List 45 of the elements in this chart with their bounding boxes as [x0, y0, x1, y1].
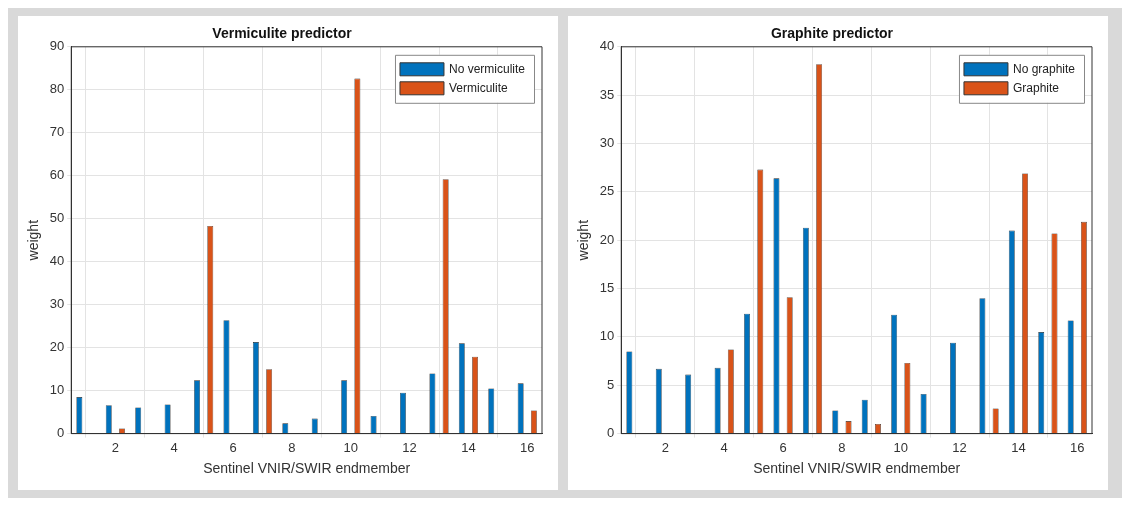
y-tick-label: 50 [49, 210, 65, 226]
y-tick-label: 35 [599, 86, 615, 102]
y-axis-title: weight [575, 219, 592, 262]
chart-title: Graphite predictor [770, 25, 894, 42]
x-axis-title: Sentinel VNIR/SWIR endmember [203, 460, 411, 477]
x-tick-label: 10 [343, 439, 358, 455]
y-tick-label: 80 [49, 81, 65, 97]
legend-label: No graphite [1012, 61, 1076, 76]
y-tick-label: 0 [607, 425, 615, 441]
y-tick-label: 30 [49, 296, 65, 312]
chart-title: Vermiculite predictor [212, 25, 353, 42]
x-tick-label: 12 [952, 439, 967, 455]
y-tick-label: 15 [599, 280, 615, 296]
y-tick-label: 10 [49, 382, 65, 398]
x-tick-label: 4 [720, 439, 728, 455]
y-tick-label: 5 [607, 376, 615, 392]
legend-label: Vermiculite [448, 80, 508, 95]
x-tick-label: 16 [520, 439, 535, 455]
y-tick-label: 30 [599, 135, 615, 151]
x-tick-label: 16 [1070, 439, 1085, 455]
x-tick-label: 2 [661, 439, 670, 455]
x-tick-label: 12 [402, 439, 417, 455]
legend-label: No vermiculite [448, 61, 526, 76]
x-axis-title: Sentinel VNIR/SWIR endmember [753, 460, 961, 477]
y-tick-label: 20 [599, 231, 615, 247]
x-tick-label: 8 [838, 439, 846, 455]
y-tick-label: 40 [599, 38, 615, 54]
x-tick-label: 14 [461, 439, 476, 455]
y-tick-label: 90 [49, 38, 65, 54]
y-tick-label: 70 [49, 124, 65, 140]
x-tick-label: 14 [1011, 439, 1026, 455]
y-tick-label: 25 [599, 183, 615, 199]
y-tick-label: 20 [49, 339, 65, 355]
legend-label: Graphite [1012, 80, 1060, 95]
y-axis-title: weight [25, 219, 42, 262]
x-tick-label: 8 [288, 439, 296, 455]
x-tick-label: 6 [229, 439, 237, 455]
y-tick-label: 60 [49, 167, 65, 183]
x-tick-label: 4 [170, 439, 178, 455]
y-tick-label: 40 [49, 253, 65, 269]
y-tick-label: 10 [599, 328, 615, 344]
y-tick-label: 0 [57, 425, 65, 441]
x-tick-label: 6 [779, 439, 787, 455]
x-tick-label: 10 [893, 439, 908, 455]
x-tick-label: 2 [111, 439, 120, 455]
